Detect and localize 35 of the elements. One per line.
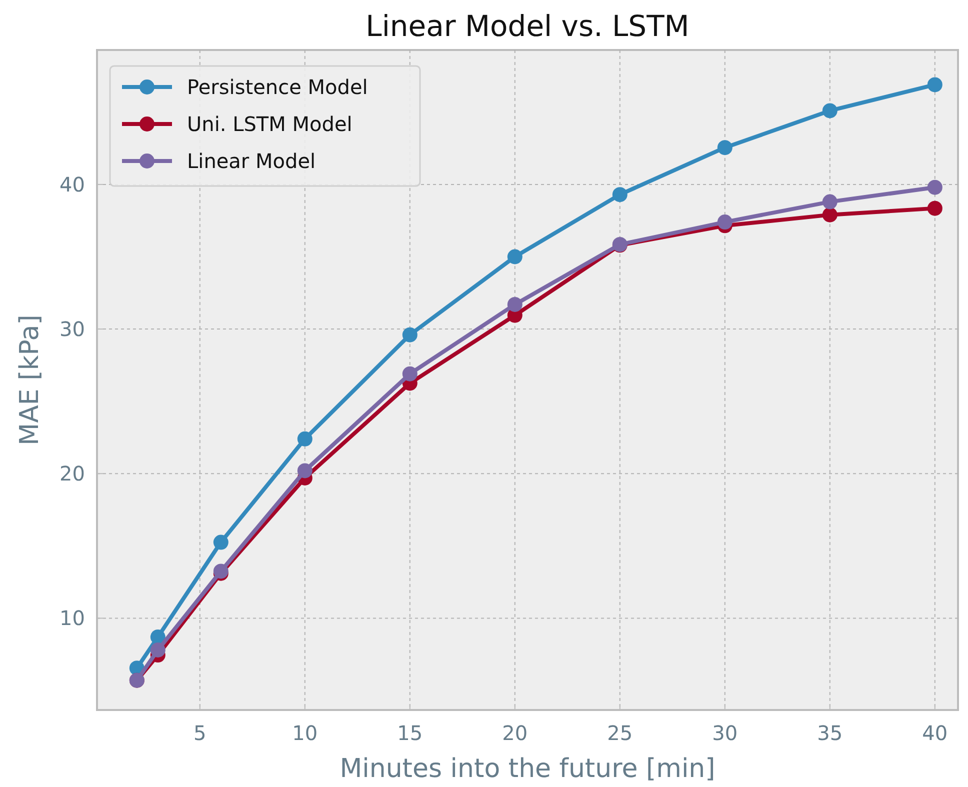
point [297,463,312,478]
point [402,366,418,382]
legend-label: Uni. LSTM Model [187,112,352,136]
point [402,327,418,342]
y-tick-label: 30 [60,317,85,342]
x-tick-label: 20 [502,721,528,745]
point [717,140,732,156]
point [150,642,166,658]
point [927,77,942,92]
point [213,534,228,550]
legend-label: Linear Model [187,149,316,173]
x-tick-label: 30 [712,721,738,745]
x-tick-label: 35 [817,721,843,745]
point [822,103,838,118]
chart-title: Linear Model vs. LSTM [366,9,690,43]
point [822,207,838,222]
x-tick-label: 25 [607,721,633,745]
point [717,214,732,230]
point [507,296,522,312]
x-tick-label: 5 [194,721,206,745]
y-tick-label: 40 [60,172,85,196]
point [927,200,942,216]
x-axis-title: Minutes into the future [min] [340,754,716,784]
point [822,194,838,210]
x-tick-label: 15 [397,721,423,745]
point [612,187,628,202]
legend-label: Persistence Model [187,75,368,99]
point [297,431,312,446]
point [507,249,522,264]
x-tick-label: 10 [292,721,318,745]
y-tick-label: 10 [60,606,85,630]
y-tick-label: 20 [60,462,85,486]
x-tick-label: 40 [922,721,948,745]
point [927,180,942,195]
y-axis-title: MAE [kPa] [15,314,45,446]
